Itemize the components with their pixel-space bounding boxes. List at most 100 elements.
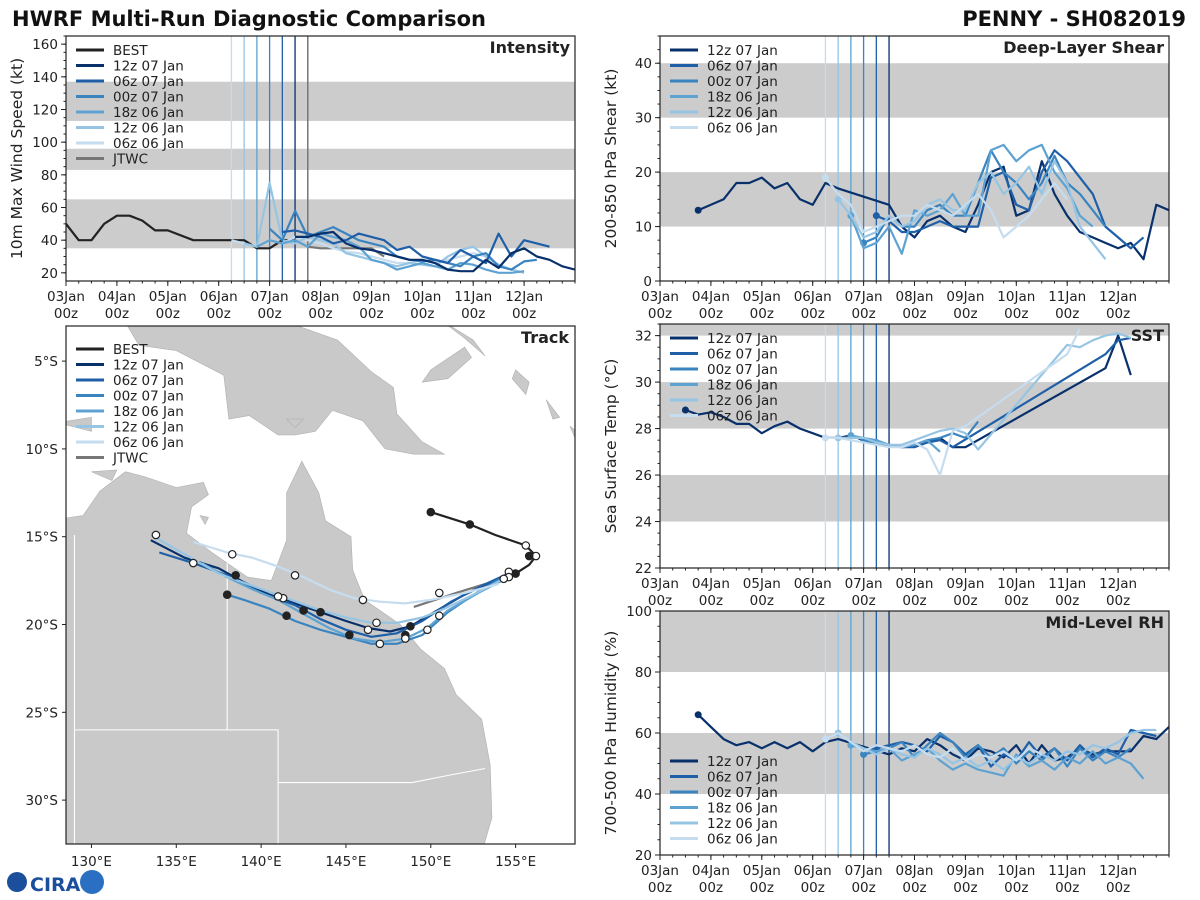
track-legend-label-12z-07-jan: 12z 07 Jan [113,358,184,374]
rh-panel: 2040608010003Jan00z04Jan00z05Jan00z06Jan… [602,604,1170,896]
track-point-06z-06-jan [227,549,237,559]
sst-line-06z-06-jan [825,328,1081,477]
sst-xtick-day: 10Jan [997,576,1035,592]
track-line-06z-06-jan [192,540,499,605]
cira-logo-swirl-icon [80,870,104,894]
rh-xtick-hour: 00z [699,880,723,896]
track-point-best [465,520,475,529]
shear-ytick-label: 0 [643,274,652,290]
shear-legend-label-06z-07-jan: 06z 07 Jan [707,59,778,75]
sst-xtick-hour: 00z [1106,593,1130,609]
track-lat-tick-label: 15°S [26,530,59,546]
sst-band-0 [660,475,1169,522]
rh-xtick-day: 11Jan [1048,863,1086,879]
sst-series [681,328,1132,477]
intensity-xtick-hour: 00z [105,306,129,322]
track-lat-tick-label: 30°S [26,793,59,809]
storm-id: PENNY - SH082019 [962,7,1186,31]
rh-legend-label-12z-06-jan: 12z 06 Jan [707,816,778,832]
sst-init-marker-12z-07-jan [681,406,689,414]
track-point-18z-06-jan [363,625,373,635]
track-lon-tick-label: 145°E [325,854,366,870]
rh-xtick-day: 05Jan [743,863,781,879]
track-lat-tick-label: 20°S [26,618,59,634]
intensity-xtick-hour: 00z [156,306,180,322]
rh-legend-label-18z-06-jan: 18z 06 Jan [707,801,778,817]
intensity-xtick-hour: 00z [359,306,383,322]
intensity-xtick-day: 09Jan [352,289,390,305]
sst-line-12z-06-jan [838,332,1132,451]
shear-xtick-day: 03Jan [641,289,679,305]
sst-xtick-day: 05Jan [743,576,781,592]
sst-band-1 [660,382,1169,429]
rh-init-marker-00z-07-jan [860,750,868,758]
intensity-xtick-day: 07Jan [251,289,289,305]
rh-xtick-hour: 00z [851,880,875,896]
intensity-line-best [66,214,296,250]
sst-band-2 [660,324,1169,336]
shear-ytick-label: 40 [635,56,652,72]
sst-xtick-day: 06Jan [794,576,832,592]
shear-xtick-hour: 00z [902,306,926,322]
track-lon-tick-label: 130°E [71,854,112,870]
intensity-line-06z-07-jan [282,229,550,265]
shear-init-marker-12z-06-jan [834,195,842,203]
rh-xtick-day: 04Jan [692,863,730,879]
land-strait-islands [285,418,305,429]
track-point-12z-07-jan [231,571,240,580]
track-point-18z-06-jan [401,634,410,643]
rh-xtick-hour: 00z [953,880,977,896]
intensity-legend-label-12z-06-jan: 12z 06 Jan [113,121,184,137]
track-panel: 130°E 135°E 140°E 145°E 150°E 155°E 5°S 10°S 15°… [26,325,576,870]
rh-xtick-day: 07Jan [845,863,883,879]
track-line-jtwc [413,581,491,608]
intensity-xtick-hour: 00z [410,306,434,322]
intensity-xtick-day: 12Jan [505,289,543,305]
intensity-ytick-label: 20 [41,266,58,282]
intensity-ytick-label: 80 [41,168,58,184]
rh-legend-label-06z-06-jan: 06z 06 Jan [707,832,778,848]
shear-panel: 01020304003Jan00z04Jan00z05Jan00z06Jan00… [602,35,1170,322]
rh-ytick-label: 80 [635,665,652,681]
shear-xtick-hour: 00z [801,306,825,322]
track-point-06z-06-jan [434,588,444,598]
track-lat-tick-label: 10°S [26,442,59,458]
track-title: Track [521,328,569,347]
intensity-xtick-hour: 00z [54,306,78,322]
sst-xtick-hour: 00z [851,593,875,609]
rh-legend-label-06z-07-jan: 06z 07 Jan [707,770,778,786]
intensity-xtick-day: 05Jan [149,289,187,305]
shear-ylabel: 200-850 hPa Shear (kt) [602,69,620,249]
sst-xtick-hour: 00z [902,593,926,609]
rh-xtick-hour: 00z [648,880,672,896]
track-point-06z-07-jan [299,606,308,615]
intensity-band-1 [66,148,575,170]
intensity-xtick-hour: 00z [512,306,536,322]
rh-ylabel: 700-500 hPa Humidity (%) [602,631,620,836]
shear-xtick-hour: 00z [1055,306,1079,322]
sst-xtick-hour: 00z [1055,593,1079,609]
sst-ytick-label: 24 [635,515,652,531]
sst-panel: 22242628303203Jan00z04Jan00z05Jan00z06Ja… [602,323,1170,609]
rh-xtick-day: 08Jan [896,863,934,879]
rh-line-18z-06-jan [850,744,1145,780]
rh-title: Mid-Level RH [1045,613,1164,632]
rh-line-06z-06-jan [824,731,1043,762]
track-lat-tick-label: 25°S [26,705,59,721]
shear-init-marker-06z-06-jan [821,174,829,182]
cira-logo: CIRA [7,870,104,896]
land-new-ireland [448,326,486,357]
sst-xtick-day: 07Jan [845,576,883,592]
sst-ytick-label: 30 [635,375,652,391]
cira-logo-globe-icon [7,872,27,892]
sst-ytick-label: 32 [635,329,652,345]
shear-legend-label-12z-07-jan: 12z 07 Jan [707,43,778,59]
shear-xtick-day: 10Jan [997,289,1035,305]
shear-xtick-hour: 00z [851,306,875,322]
track-lon-tick-label: 150°E [410,854,451,870]
rh-ytick-label: 100 [626,604,652,620]
intensity-xtick-hour: 00z [461,306,485,322]
sst-ytick-label: 26 [635,468,652,484]
sst-xtick-day: 11Jan [1048,576,1086,592]
